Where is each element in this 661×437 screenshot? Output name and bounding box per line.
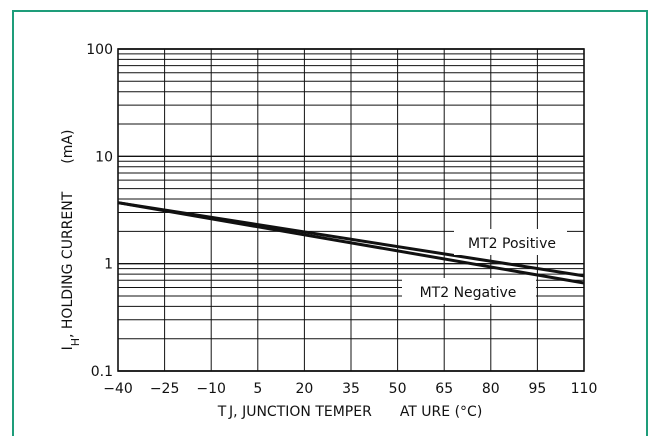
x-tick-label: 5 (253, 381, 262, 397)
x-tick-label: 80 (482, 381, 500, 397)
x-tick-label: −25 (150, 381, 180, 397)
plot-border (117, 48, 585, 372)
y-axis-label-main: I (60, 346, 76, 350)
x-tick-label: 20 (295, 381, 313, 397)
tick-labels: −40 −25 −10 5 20 35 50 65 80 95 110 100 10 1 0.1 (86, 42, 597, 397)
y-axis-label-sub: H (69, 338, 82, 346)
series-label-positive-box: MT2 Positive (454, 229, 567, 255)
series-label-negative: MT2 Negative (420, 285, 517, 301)
x-tick-label: −10 (196, 381, 226, 397)
x-tick-label: 50 (389, 381, 407, 397)
y-axis-label-unit: (mA) (60, 130, 76, 164)
x-tick-label: 95 (528, 381, 546, 397)
grid (117, 48, 585, 372)
series-label-negative-box: MT2 Negative (402, 278, 536, 304)
x-axis-label: T J, JUNCTION TEMPER AT URE (°C) (217, 404, 483, 420)
svg-text:IH, HOLDING CURRENT(mA): IH, HOLDING CURRENT (mA) (60, 130, 82, 351)
y-tick-label: 0.1 (91, 364, 113, 380)
y-tick-label: 1 (104, 257, 113, 273)
series-line-mt2-negative (117, 201, 585, 285)
y-axis-label-rest: , HOLDING CURRENT (60, 191, 76, 338)
y-tick-label: 10 (95, 149, 113, 165)
x-tick-label: 65 (435, 381, 453, 397)
series-label-positive: MT2 Positive (468, 236, 556, 252)
x-tick-label: 35 (342, 381, 360, 397)
x-tick-label: 110 (571, 381, 598, 397)
x-tick-label: −40 (103, 381, 133, 397)
chart-frame (12, 10, 648, 436)
series-lines (117, 201, 585, 285)
y-axis-label: IH, HOLDING CURRENT (mA) (60, 130, 82, 351)
y-tick-label: 100 (86, 42, 113, 58)
